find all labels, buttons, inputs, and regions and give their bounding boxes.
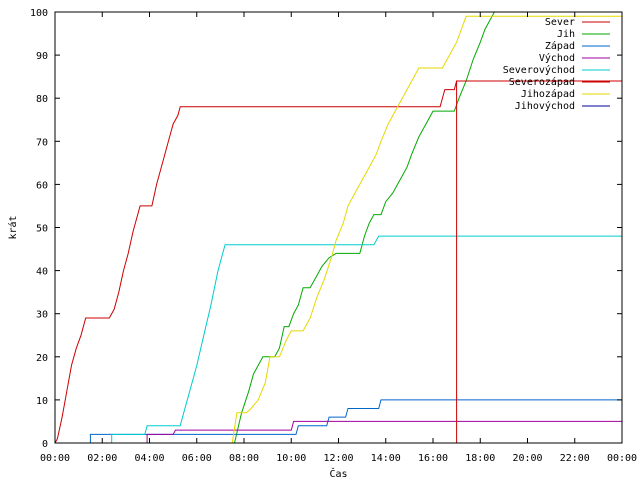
x-tick-label: 04:00	[134, 453, 164, 464]
y-tick-label: 70	[36, 137, 48, 148]
legend-label: Jihovýchod	[515, 100, 575, 112]
series-line-4	[55, 420, 622, 444]
y-axis-label: krát	[7, 215, 19, 239]
y-tick-label: 30	[36, 310, 48, 321]
x-axis-label: Čas	[329, 467, 347, 480]
legend-label: Severozápad	[509, 76, 575, 88]
legend-label: Severovýchod	[503, 64, 575, 76]
x-tick-label: 16:00	[418, 453, 448, 464]
y-tick-label: 60	[36, 180, 48, 191]
x-tick-label: 14:00	[371, 453, 401, 464]
y-tick-label: 50	[36, 224, 48, 235]
x-tick-label: 22:00	[560, 453, 590, 464]
ticks-layer: 00:00 02:00 04:00 06:00 08:00 10:00 12:00 14:00…	[30, 8, 637, 464]
y-tick-label: 90	[36, 51, 48, 62]
legend: SeverJihZápadVýchodSeverovýchodSeverozáp…	[503, 17, 610, 112]
x-tick-label: 00:00	[40, 453, 70, 464]
series-line-1	[55, 80, 622, 444]
series-line-7	[55, 15, 622, 444]
x-tick-label: 20:00	[512, 453, 542, 464]
y-tick-label: 20	[36, 353, 48, 364]
x-tick-label: 12:00	[323, 453, 353, 464]
legend-label: Západ	[545, 40, 575, 52]
x-tick-label: 08:00	[229, 453, 259, 464]
x-tick-label: 18:00	[465, 453, 495, 464]
x-tick-label: 02:00	[87, 453, 117, 464]
x-tick-label: 00:00	[607, 453, 637, 464]
y-tick-label: 10	[36, 396, 48, 407]
y-tick-label: 0	[42, 439, 48, 450]
legend-label: Východ	[539, 52, 575, 64]
series-line-5	[55, 235, 622, 444]
legend-label: Jihozápad	[521, 88, 575, 100]
x-tick-label: 06:00	[182, 453, 212, 464]
y-tick-label: 40	[36, 267, 48, 278]
legend-label: Sever	[545, 17, 575, 28]
y-tick-label: 100	[30, 8, 48, 19]
x-tick-label: 10:00	[276, 453, 306, 464]
legend-label: Jih	[557, 29, 575, 40]
y-tick-label: 80	[36, 94, 48, 105]
